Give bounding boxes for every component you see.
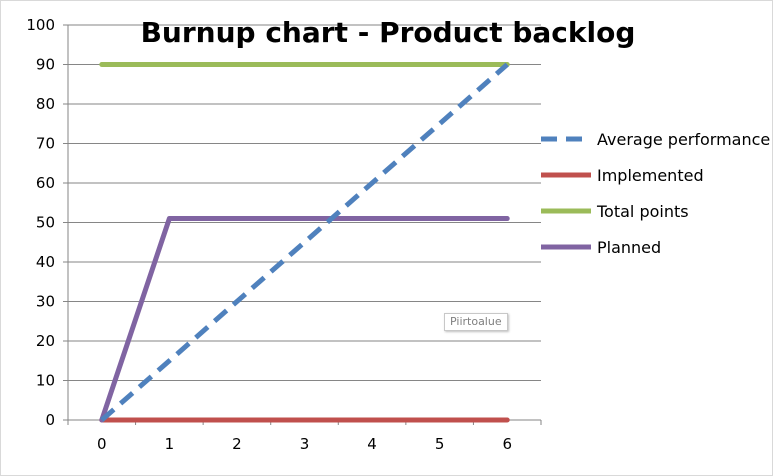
x-tick-label-2: 2 <box>232 435 242 453</box>
y-tick-label-90: 90 <box>36 56 55 74</box>
y-tick-label-50: 50 <box>36 214 55 232</box>
legend-label-planned: Planned <box>597 238 661 257</box>
y-tick-label-10: 10 <box>36 372 55 390</box>
y-tick-label-20: 20 <box>36 332 55 350</box>
y-tick-label-100: 100 <box>26 16 55 34</box>
x-tick-label-3: 3 <box>300 435 310 453</box>
series-line-planned <box>99 216 510 423</box>
plot-area-tooltip: Piirtoalue <box>444 313 508 331</box>
y-tick-label-30: 30 <box>36 293 55 311</box>
y-tick-label-0: 0 <box>45 411 55 429</box>
series-lines <box>99 62 510 423</box>
series-line-average-performance <box>100 62 509 422</box>
x-tick-label-0: 0 <box>97 435 107 453</box>
y-tick-label-80: 80 <box>36 95 55 113</box>
chart-title: Burnup chart - Product backlog <box>141 16 636 49</box>
x-tick-labels: 0 1 2 3 4 5 6 <box>97 435 512 453</box>
legend-label-average-performance: Average performance <box>597 130 770 149</box>
y-tick-label-70: 70 <box>36 135 55 153</box>
legend-label-total-points: Total points <box>596 202 689 221</box>
y-tick-label-60: 60 <box>36 174 55 192</box>
legend-label-implemented: Implemented <box>597 166 704 185</box>
x-tick-label-6: 6 <box>502 435 512 453</box>
x-tick-label-5: 5 <box>435 435 445 453</box>
legend: Average performance Implemented Total poin… <box>541 130 770 257</box>
y-tick-label-40: 40 <box>36 253 55 271</box>
y-tick-labels: 0 10 20 30 40 50 60 70 80 90 100 <box>26 16 55 429</box>
axes <box>63 24 542 425</box>
x-tick-label-1: 1 <box>165 435 175 453</box>
x-tick-label-4: 4 <box>367 435 377 453</box>
